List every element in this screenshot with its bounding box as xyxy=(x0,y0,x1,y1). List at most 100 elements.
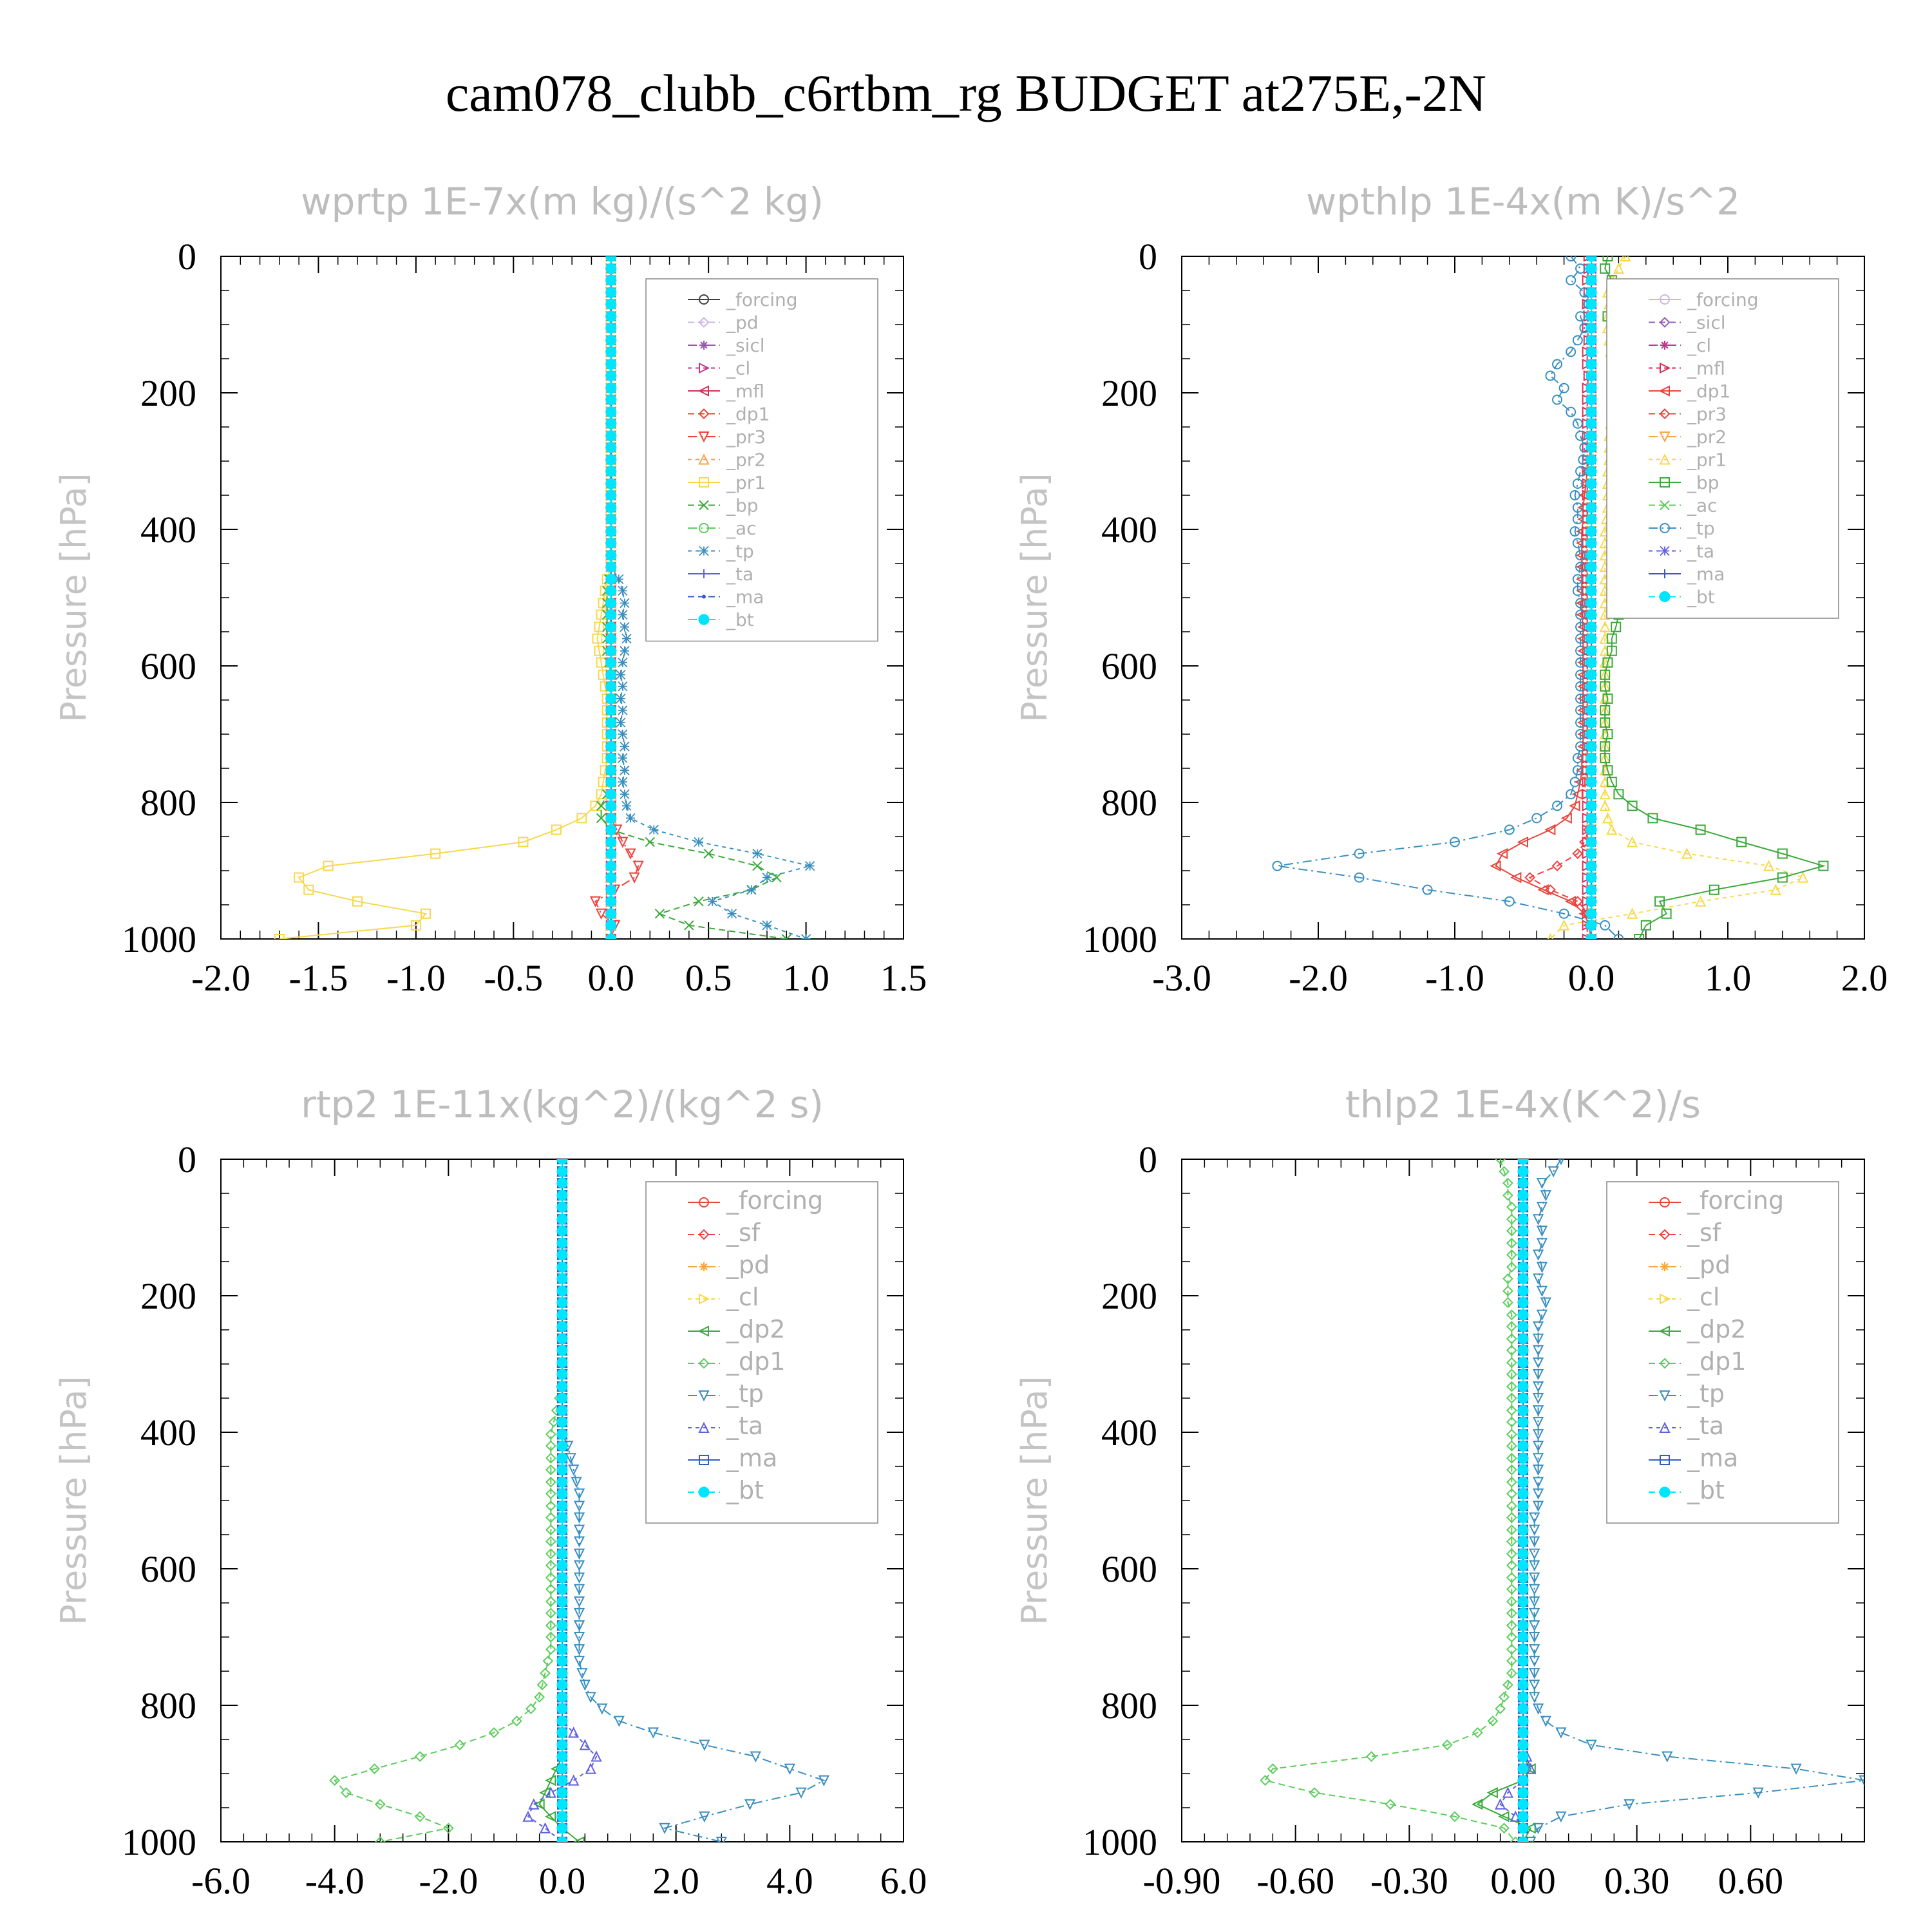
data-point xyxy=(1586,705,1597,716)
data-point xyxy=(1558,383,1569,393)
y-tick-label: 600 xyxy=(1101,1548,1157,1590)
data-point xyxy=(1532,1381,1544,1393)
data-point xyxy=(592,633,603,644)
data-point xyxy=(1506,1357,1517,1368)
legend-marker xyxy=(699,569,708,578)
data-point xyxy=(1600,681,1611,692)
data-point xyxy=(1602,657,1613,668)
data-point xyxy=(645,837,655,848)
y-tick-label: 800 xyxy=(1101,1685,1157,1727)
data-point xyxy=(1517,1572,1529,1584)
data-point xyxy=(1540,1190,1551,1202)
data-point xyxy=(772,872,782,883)
data-point xyxy=(647,1727,659,1739)
data-point xyxy=(1770,884,1781,895)
data-point xyxy=(1506,1416,1517,1428)
data-point xyxy=(621,800,632,811)
legend-marker xyxy=(699,341,708,350)
data-point xyxy=(545,1440,556,1452)
legend-marker xyxy=(1660,500,1670,511)
data-point xyxy=(1552,800,1562,811)
data-point xyxy=(1517,1739,1529,1750)
data-point xyxy=(605,896,617,907)
data-point xyxy=(1600,669,1611,680)
data-point xyxy=(1532,1453,1544,1464)
data-point xyxy=(1517,1345,1529,1356)
data-point xyxy=(1575,633,1586,644)
data-point xyxy=(352,896,363,907)
x-tick-label: -0.60 xyxy=(1256,1860,1334,1902)
y-tick-label: 600 xyxy=(1101,645,1157,687)
data-point xyxy=(556,1201,568,1213)
data-point xyxy=(303,884,314,895)
data-point xyxy=(605,872,617,884)
data-point xyxy=(1517,836,1528,848)
legend-item: _sf xyxy=(688,1218,761,1247)
data-point xyxy=(1586,657,1597,668)
data-point xyxy=(556,1309,568,1321)
data-point xyxy=(1517,1177,1529,1189)
data-point xyxy=(1487,1715,1499,1727)
data-point xyxy=(1752,1787,1764,1799)
data-point xyxy=(556,1584,568,1595)
data-point xyxy=(1586,669,1597,681)
data-point xyxy=(551,824,562,835)
data-point xyxy=(1575,645,1586,656)
series_bt xyxy=(1586,256,1597,939)
data-point xyxy=(565,1453,576,1464)
data-point xyxy=(430,848,441,859)
data-point xyxy=(545,1524,556,1535)
data-point xyxy=(1586,872,1597,884)
data-point xyxy=(1536,1309,1548,1321)
data-point xyxy=(1506,1381,1517,1392)
data-point xyxy=(1536,1178,1548,1189)
data-point xyxy=(1517,1823,1529,1834)
y-tick-label: 400 xyxy=(1101,509,1157,551)
legend-item: _pr1 xyxy=(688,472,766,493)
data-point xyxy=(1586,933,1597,939)
data-point xyxy=(605,741,617,752)
legend-item: _bt xyxy=(688,609,754,630)
legend-item: _cl xyxy=(1649,335,1711,356)
data-point xyxy=(1517,1452,1529,1464)
legend-marker xyxy=(702,594,706,599)
data-point xyxy=(1586,287,1597,298)
data-point xyxy=(613,1716,625,1727)
data-point xyxy=(1555,1727,1567,1739)
data-point xyxy=(1517,1392,1529,1404)
data-point xyxy=(1536,1238,1548,1249)
data-point xyxy=(556,1631,568,1643)
data-point xyxy=(1548,1166,1559,1178)
legend-marker xyxy=(1660,1455,1670,1465)
data-point xyxy=(556,1225,568,1236)
y-axis-label: Pressure [hPa] xyxy=(1014,1376,1055,1625)
data-point xyxy=(1586,788,1597,800)
x-tick-label: -0.30 xyxy=(1370,1860,1448,1902)
data-point xyxy=(556,1643,568,1655)
data-point xyxy=(1532,1477,1544,1488)
data-point xyxy=(632,860,644,872)
data-point xyxy=(605,848,617,859)
data-point xyxy=(620,621,630,632)
data-point xyxy=(1506,1309,1517,1321)
legend-item: _dp1 xyxy=(1649,1347,1746,1376)
data-point xyxy=(1586,406,1597,418)
data-point xyxy=(556,1488,568,1499)
legend-item: _tp xyxy=(688,1379,764,1408)
data-point xyxy=(528,1798,540,1810)
data-point xyxy=(1517,1811,1529,1823)
data-point xyxy=(1529,1620,1540,1632)
data-point xyxy=(1366,1751,1377,1762)
legend-marker xyxy=(1659,1486,1671,1498)
data-point xyxy=(1586,466,1597,477)
data-point xyxy=(605,800,617,811)
data-point xyxy=(1558,919,1570,931)
data-point xyxy=(1506,1560,1517,1571)
data-point xyxy=(605,836,617,848)
legend-marker xyxy=(699,523,709,533)
data-point xyxy=(1506,1524,1517,1535)
data-point xyxy=(545,1476,556,1488)
data-point xyxy=(573,1607,585,1620)
data-point xyxy=(1532,1488,1544,1500)
data-point xyxy=(545,1811,556,1823)
